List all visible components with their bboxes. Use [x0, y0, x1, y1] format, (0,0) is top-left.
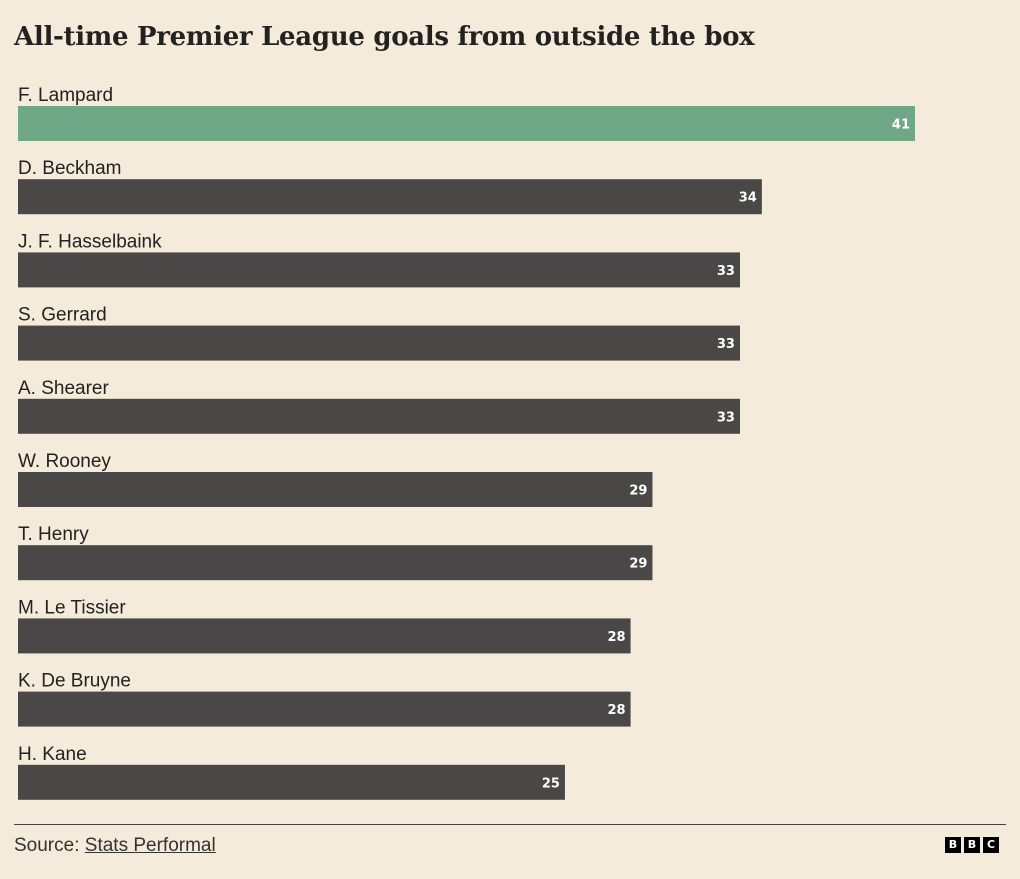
bar: [18, 252, 740, 288]
data-label: 28: [607, 630, 625, 645]
bar-row: K. De Bruyne 28: [18, 671, 631, 727]
source-link[interactable]: Stats Performal: [84, 835, 216, 856]
data-label: 41: [892, 118, 910, 133]
category-label: J. F. Hasselbaink: [18, 231, 162, 252]
data-label: 34: [739, 191, 757, 206]
bar: [18, 618, 631, 654]
bar-row: T. Henry 29: [18, 524, 653, 581]
data-label: 29: [629, 557, 647, 572]
bar: [18, 764, 565, 800]
data-label: 33: [717, 264, 735, 279]
bar: [18, 325, 740, 361]
bar-row: M. Le Tissier 28: [18, 597, 631, 654]
data-label: 29: [629, 484, 647, 499]
category-label: M. Le Tissier: [18, 597, 126, 618]
bar-row: H. Kane 25: [18, 744, 565, 800]
bar-row: J. F. Hasselbaink 33: [18, 231, 740, 288]
bar: [18, 472, 653, 507]
bar: [18, 398, 740, 434]
category-label: H. Kane: [18, 744, 87, 765]
category-label: D. Beckham: [18, 158, 121, 179]
category-label: S. Gerrard: [18, 305, 107, 326]
bar-row: F. Lampard 41: [18, 85, 915, 141]
category-label: A. Shearer: [18, 378, 109, 399]
category-label: T. Henry: [18, 524, 89, 545]
logo-letter-3: C: [983, 837, 999, 853]
category-label: W. Rooney: [18, 451, 111, 472]
logo-letter-1: B: [945, 837, 961, 853]
bar-row: A. Shearer 33: [18, 378, 740, 434]
footer-divider: [14, 824, 1006, 825]
bar-row: D. Beckham 34: [18, 158, 762, 215]
bar: [18, 545, 653, 581]
logo-letter-2: B: [964, 837, 980, 853]
category-label: K. De Bruyne: [18, 671, 131, 692]
bbc-logo: B B C: [945, 837, 999, 853]
data-label: 25: [542, 776, 560, 791]
source-prefix: Source:: [14, 835, 80, 856]
bar-row: W. Rooney 29: [18, 451, 653, 507]
bar: [18, 179, 762, 215]
bar: [18, 106, 915, 141]
chart-title: All-time Premier League goals from outsi…: [14, 22, 755, 52]
data-label: 33: [717, 337, 735, 352]
source-line: Source: Stats Performal: [14, 835, 216, 857]
data-label: 33: [717, 410, 735, 425]
bar: [18, 691, 631, 727]
bar-row: S. Gerrard 33: [18, 305, 740, 361]
data-label: 28: [607, 703, 625, 718]
category-label: F. Lampard: [18, 85, 113, 106]
